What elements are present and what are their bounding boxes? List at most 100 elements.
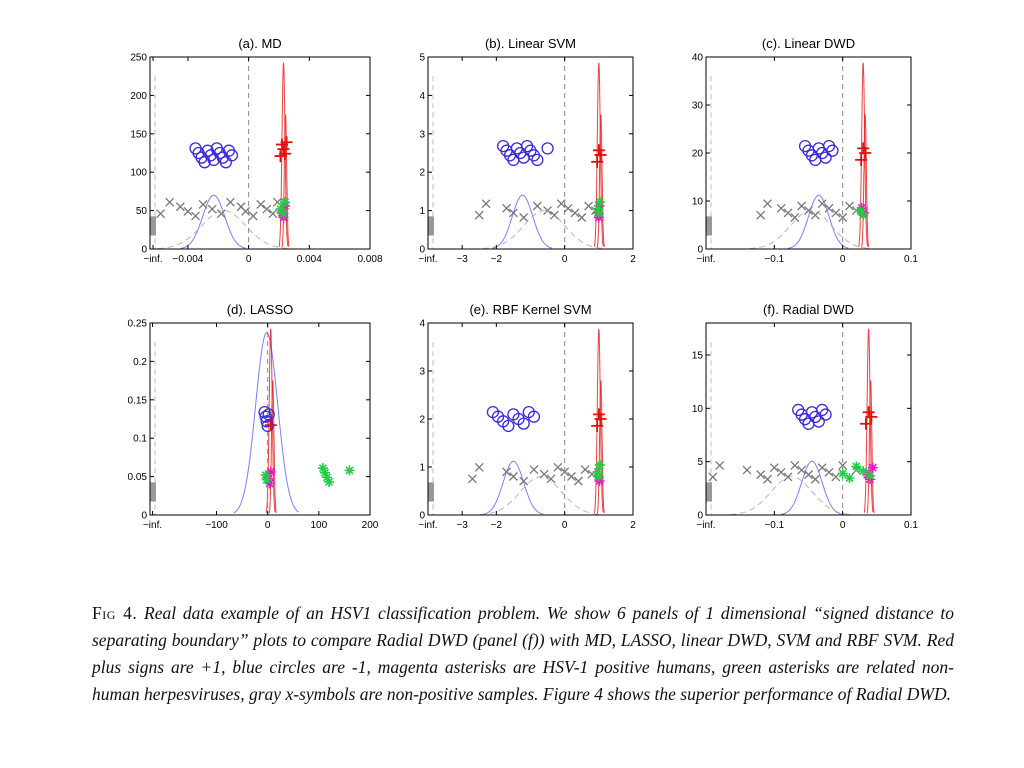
point-plus xyxy=(264,419,277,432)
point-x xyxy=(715,460,725,470)
point-x xyxy=(817,199,827,209)
point-x xyxy=(756,210,766,220)
point-plus xyxy=(594,413,607,425)
plot-area xyxy=(428,57,607,249)
point-x xyxy=(567,472,576,481)
point-plus xyxy=(865,410,878,423)
inf-bar-marker xyxy=(428,216,434,236)
point-x xyxy=(543,206,553,216)
minus-class-density xyxy=(233,331,299,514)
x-tick-label: 2 xyxy=(630,254,636,265)
y-tick-label: 4 xyxy=(419,91,425,102)
point-x xyxy=(810,474,820,484)
point-x xyxy=(198,199,208,209)
inf-bar-marker xyxy=(150,482,156,502)
x-tick-label: 0.1 xyxy=(904,520,918,531)
y-tick-label: 30 xyxy=(692,101,704,112)
axes-box xyxy=(705,56,912,250)
point-x xyxy=(790,213,800,222)
point-x xyxy=(776,467,786,477)
point-plus xyxy=(591,155,604,168)
point-plus xyxy=(855,153,868,166)
minus-class-density xyxy=(781,460,842,515)
point-plus xyxy=(859,147,872,159)
y-tick-label: 0 xyxy=(419,245,425,256)
point-x xyxy=(797,465,807,475)
x-tick-label: 200 xyxy=(362,520,379,531)
point-asterisk xyxy=(593,471,604,482)
point-x xyxy=(584,201,594,211)
y-tick-label: 2 xyxy=(419,415,425,426)
non-positive-density xyxy=(482,210,604,249)
plot-area xyxy=(706,57,872,249)
point-asterisk xyxy=(865,470,875,481)
point-x xyxy=(502,467,512,477)
point-x xyxy=(845,201,854,211)
y-tick-label: 15 xyxy=(692,351,704,362)
panel-2: (b). Linear SVM −inf. −3 −2 0 2 0 1 2 3 4 5 xyxy=(418,36,636,265)
point-circle xyxy=(262,408,275,421)
y-tick-label: 10 xyxy=(692,404,704,415)
panel-title: (e). RBF Kernel SVM xyxy=(469,302,591,317)
x-tick-label: −inf. xyxy=(143,520,162,531)
x-tick-label: 0 xyxy=(562,254,568,265)
point-x xyxy=(508,472,518,481)
point-asterisk xyxy=(867,462,878,473)
point-x xyxy=(573,476,583,486)
plus-class-density-2 xyxy=(861,114,870,248)
point-circle xyxy=(502,419,515,433)
point-asterisk xyxy=(594,459,605,470)
point-plus xyxy=(594,148,607,161)
point-x xyxy=(804,470,813,480)
figure-caption: Fig 4. Real data example of an HSV1 clas… xyxy=(92,600,954,708)
point-x xyxy=(467,474,477,484)
point-x xyxy=(539,469,549,479)
y-tick-label: 0 xyxy=(697,245,703,256)
non-positive-density xyxy=(479,476,601,515)
y-tick-label: 1 xyxy=(419,206,425,217)
point-x xyxy=(481,199,491,209)
point-x xyxy=(769,463,779,473)
y-tick-label: 0.15 xyxy=(128,395,148,406)
y-tick-label: 0.2 xyxy=(133,357,147,368)
x-tick-label: −0.1 xyxy=(764,520,784,531)
plus-class-density xyxy=(265,328,276,514)
y-tick-label: 5 xyxy=(697,457,703,468)
panel-title: (f). Radial DWD xyxy=(763,302,854,317)
point-asterisk xyxy=(593,208,604,219)
inf-bar-marker xyxy=(428,482,434,502)
point-x xyxy=(817,463,827,473)
point-x xyxy=(797,201,807,211)
point-circle xyxy=(812,415,825,428)
point-asterisk xyxy=(261,474,272,485)
x-tick-label: −3 xyxy=(456,520,468,531)
y-tick-label: 2 xyxy=(419,168,425,179)
point-x xyxy=(175,202,185,212)
point-plus xyxy=(591,419,604,432)
x-tick-label: 0 xyxy=(840,254,846,265)
point-asterisk xyxy=(344,465,355,476)
point-circle xyxy=(517,417,530,430)
y-tick-label: 0 xyxy=(419,511,425,522)
point-asterisk xyxy=(858,466,869,477)
point-x xyxy=(225,197,235,207)
x-tick-label: −100 xyxy=(205,520,228,531)
panel-title: (c). Linear DWD xyxy=(762,36,855,51)
point-x xyxy=(248,211,258,221)
point-x xyxy=(563,203,573,213)
point-x xyxy=(783,472,793,482)
figure: (a). MD −inf. −0.004 0 0.004 0.008 0 50 100 150 20… xyxy=(128,36,919,531)
y-tick-label: 5 xyxy=(419,53,425,64)
x-tick-label: −0.1 xyxy=(764,254,784,265)
point-x xyxy=(824,467,834,477)
plus-class-density-2 xyxy=(596,380,605,514)
x-tick-label: −inf. xyxy=(143,254,162,265)
y-tick-label: 0 xyxy=(141,245,147,256)
point-x xyxy=(756,470,766,480)
point-asterisk xyxy=(317,463,328,474)
point-asterisk xyxy=(592,203,603,214)
point-x xyxy=(742,465,752,475)
point-circle xyxy=(259,410,272,423)
point-circle xyxy=(198,156,211,169)
non-positive-density xyxy=(730,476,852,515)
